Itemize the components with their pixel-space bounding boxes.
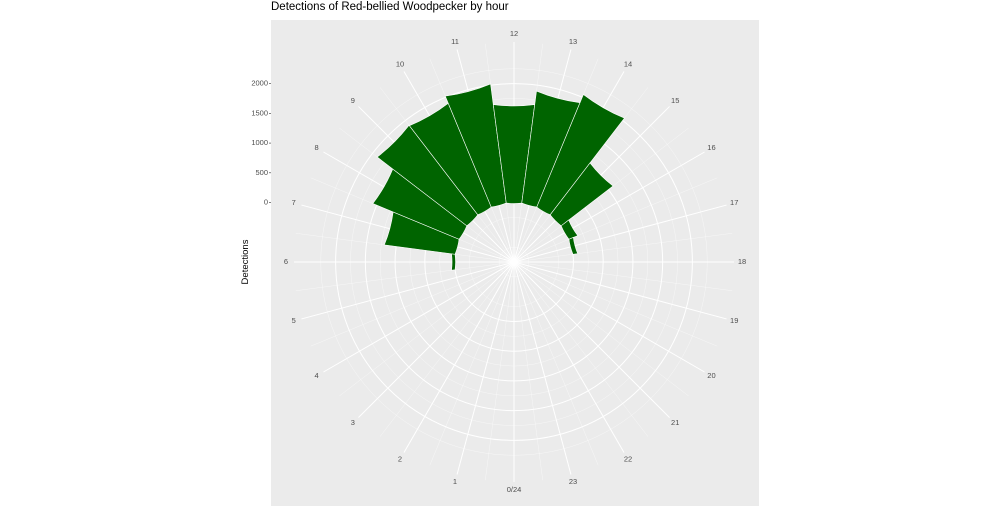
hour-tick-label: 12 [510, 29, 518, 38]
hour-tick-label: 3 [351, 418, 355, 427]
hour-tick-label: 7 [292, 198, 296, 207]
hour-tick-label: 0/24 [507, 485, 522, 494]
hour-tick-label: 22 [624, 454, 632, 463]
hour-tick-label: 4 [314, 371, 318, 380]
hour-tick-label: 2 [398, 454, 402, 463]
hour-tick-label: 6 [284, 257, 288, 266]
y-tick-label: 2000 [251, 79, 268, 88]
hour-tick-label: 20 [707, 371, 715, 380]
hour-tick-label: 11 [451, 37, 459, 46]
hour-tick-label: 8 [314, 143, 318, 152]
hour-tick-label: 9 [351, 96, 355, 105]
hour-tick-label: 18 [738, 257, 746, 266]
y-tick-label: 0 [264, 198, 268, 207]
y-tick-label: 500 [255, 168, 268, 177]
bar-hour-6 [452, 254, 456, 270]
y-tick-label: 1500 [251, 108, 268, 117]
hour-tick-label: 16 [707, 143, 715, 152]
hour-tick-label: 21 [671, 418, 679, 427]
hour-tick-label: 1 [453, 477, 457, 486]
hour-tick-label: 15 [671, 96, 679, 105]
hour-tick-label: 14 [624, 60, 632, 69]
y-tick-label: 1000 [251, 138, 268, 147]
y-axis: 0 500 1000 1500 2000 [251, 79, 271, 207]
hour-tick-label: 10 [396, 60, 404, 69]
hour-tick-label: 5 [292, 316, 296, 325]
hour-tick-label: 17 [730, 198, 738, 207]
hour-tick-label: 13 [569, 37, 577, 46]
hour-tick-label: 19 [730, 316, 738, 325]
hour-tick-label: 23 [569, 477, 577, 486]
y-axis-title: Detections [240, 239, 251, 284]
